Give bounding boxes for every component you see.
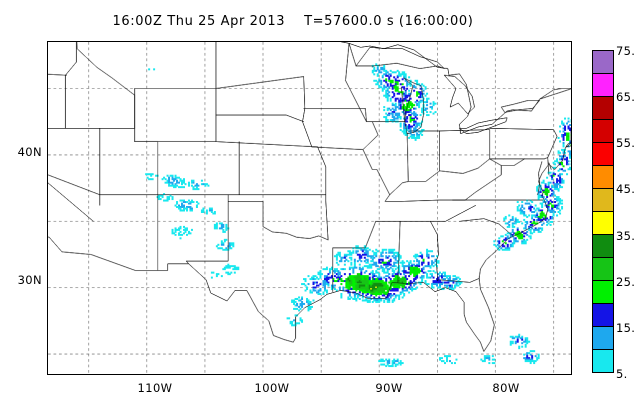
colorbar-segment-45 — [593, 189, 613, 212]
colorbar-segment-75 — [593, 51, 613, 74]
figure-title: 16:00Z Thu 25 Apr 2013 T=57600.0 s (16:0… — [112, 14, 474, 29]
reflectivity-colorbar — [592, 50, 614, 373]
colorbar-tick-5: 5. — [616, 367, 628, 381]
colorbar-tick-25: 25. — [616, 274, 636, 289]
colorbar-segment-40 — [593, 212, 613, 235]
colorbar-segment-15 — [593, 327, 613, 350]
colorbar-tick-35: 35. — [616, 228, 636, 243]
y-axis-tick-label-40n: 40N — [17, 145, 42, 159]
colorbar-tick-45: 45. — [616, 182, 636, 197]
colorbar-segment-10 — [593, 350, 613, 372]
colorbar-segment-60 — [593, 120, 613, 143]
colorbar-segment-50 — [593, 166, 613, 189]
colorbar-tick-55: 55. — [616, 136, 636, 151]
colorbar-segment-70 — [593, 74, 613, 97]
colorbar-segment-35 — [593, 235, 613, 258]
colorbar-segment-20 — [593, 304, 613, 327]
map-plot-area — [47, 41, 572, 375]
x-axis-tick-label-110w: 110W — [137, 381, 173, 395]
x-axis-tick-label-100w: 100W — [254, 381, 290, 395]
y-axis-tick-label-30n: 30N — [17, 273, 42, 287]
colorbar-segment-25 — [593, 281, 613, 304]
colorbar-tick-15: 15. — [616, 320, 636, 335]
colorbar-segment-30 — [593, 258, 613, 281]
radar-reflectivity-canvas — [48, 42, 571, 374]
colorbar-tick-65: 65. — [616, 90, 636, 105]
x-axis-tick-label-90w: 90W — [375, 381, 403, 395]
colorbar-segment-65 — [593, 97, 613, 120]
colorbar-segment-55 — [593, 143, 613, 166]
colorbar-tick-75: 75. — [616, 44, 636, 58]
x-axis-tick-label-80w: 80W — [492, 381, 520, 395]
